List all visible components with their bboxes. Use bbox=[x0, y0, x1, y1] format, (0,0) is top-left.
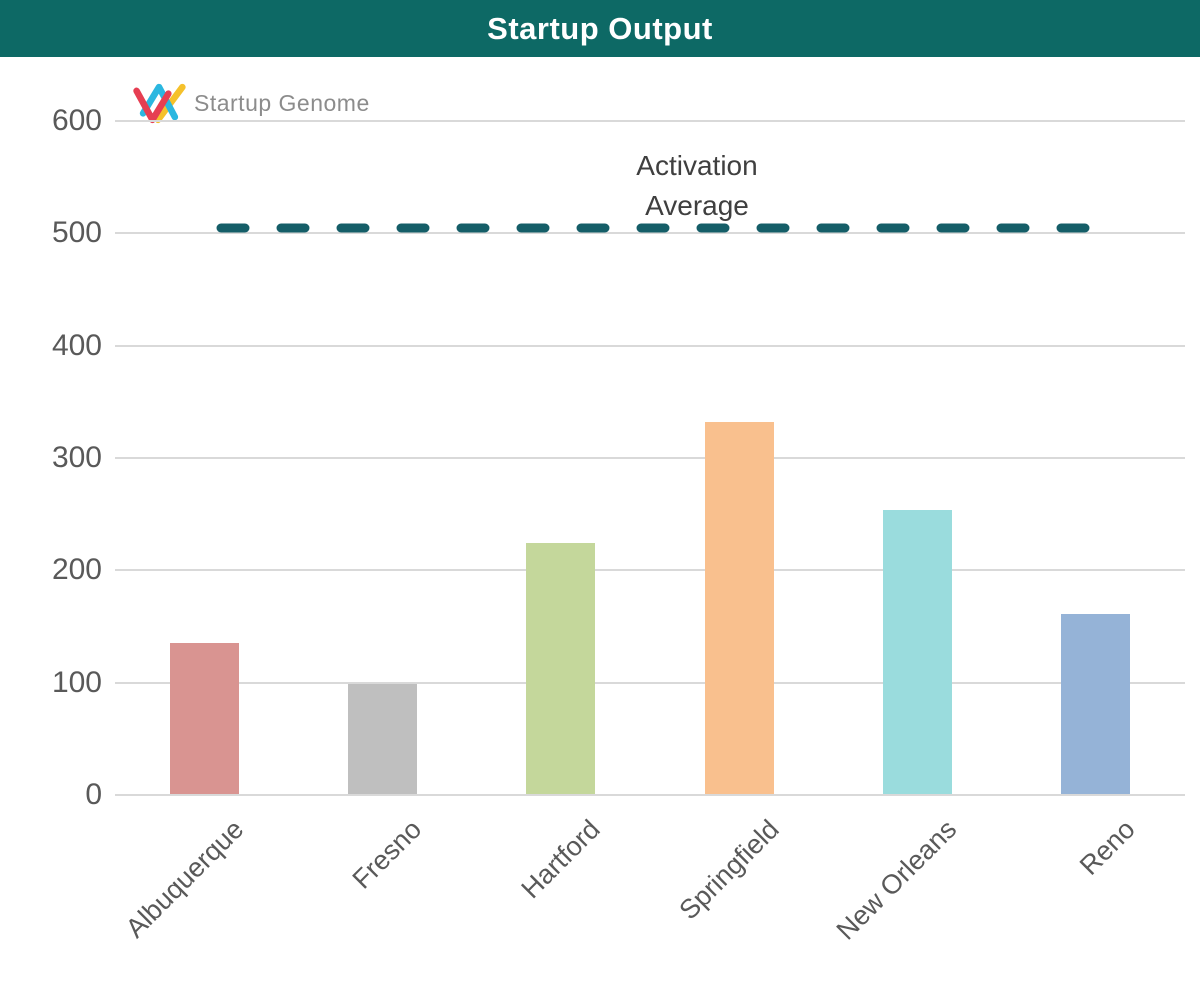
gridline-400 bbox=[115, 344, 1185, 347]
reference-line-label-line1: Activation bbox=[636, 150, 758, 181]
x-tick-label-new-orleans: New Orleans bbox=[831, 814, 963, 946]
gridline-200 bbox=[115, 569, 1185, 572]
gridline-100 bbox=[115, 681, 1185, 684]
gridline-500 bbox=[115, 232, 1185, 235]
y-tick-label-100: 100 bbox=[51, 665, 102, 699]
activation-average-line bbox=[216, 223, 1120, 233]
bar-hartford bbox=[526, 543, 596, 794]
x-tick-label-fresno: Fresno bbox=[347, 814, 428, 895]
y-tick-label-400: 400 bbox=[51, 328, 102, 362]
y-tick-label-0: 0 bbox=[85, 778, 102, 811]
reference-line-label: Activation Average bbox=[497, 146, 897, 226]
bar-springfield bbox=[704, 422, 774, 794]
reference-line-label-line2: Average bbox=[645, 190, 749, 221]
x-tick-label-albuquerque: Albuquerque bbox=[119, 814, 250, 944]
y-tick-label-300: 300 bbox=[51, 441, 102, 474]
gridline-600 bbox=[115, 120, 1185, 122]
x-tick-label-hartford: Hartford bbox=[515, 814, 607, 905]
chart-title: Startup Output bbox=[487, 10, 713, 46]
startup-genome-logo-icon bbox=[133, 83, 186, 124]
chart-title-bar: Startup Output bbox=[0, 0, 1200, 57]
startup-genome-logo-text: Startup Genome bbox=[194, 89, 370, 116]
y-tick-label-600: 600 bbox=[51, 104, 102, 137]
x-tick-label-reno: Reno bbox=[1074, 814, 1142, 881]
bar-new-orleans bbox=[883, 509, 952, 794]
y-tick-label-200: 200 bbox=[51, 553, 102, 587]
bar-albuquerque bbox=[169, 643, 239, 794]
gridline-0 bbox=[115, 794, 1185, 796]
bar-fresno bbox=[348, 683, 417, 794]
gridline-300 bbox=[115, 457, 1185, 459]
startup-genome-logo: Startup Genome bbox=[130, 78, 370, 128]
y-tick-label-500: 500 bbox=[51, 216, 102, 250]
x-tick-label-springfield: Springfield bbox=[672, 814, 785, 926]
bar-reno bbox=[1061, 614, 1131, 794]
